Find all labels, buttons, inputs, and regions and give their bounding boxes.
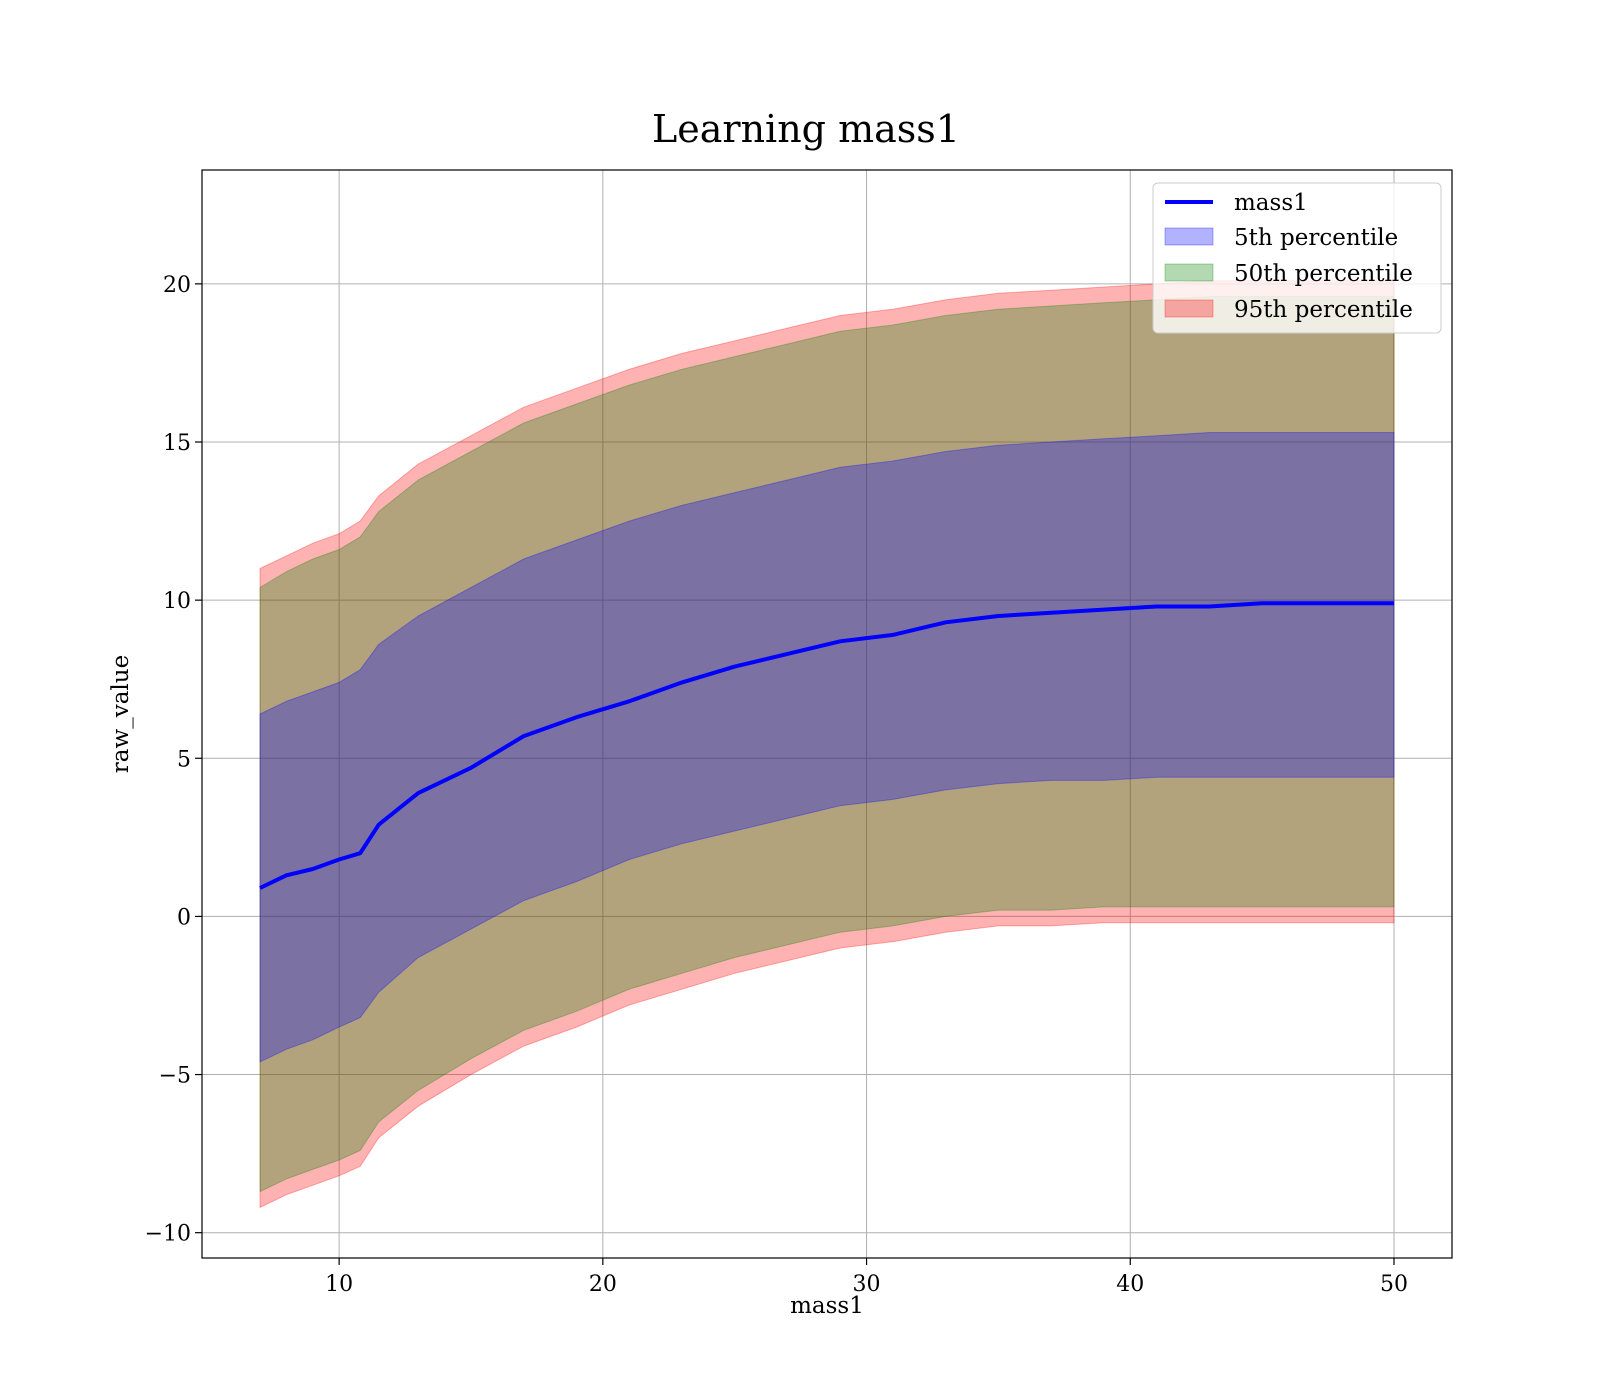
y-tick-label: −5 — [159, 1064, 191, 1089]
legend-swatch-50th — [1164, 263, 1214, 282]
series-lines — [259, 601, 1395, 890]
legend-label-50th: 50th percentile — [1234, 261, 1413, 287]
percentile-bands — [259, 280, 1395, 1209]
y-tick-label: 0 — [177, 905, 191, 930]
grid-lines — [202, 170, 1452, 1258]
x-tick-label: 30 — [853, 1272, 881, 1297]
legend: mass1 5th percentile 50th percentile 95t… — [1152, 182, 1442, 334]
x-tick-label: 40 — [1116, 1272, 1144, 1297]
legend-label-5th: 5th percentile — [1234, 225, 1398, 251]
x-tick-label: 10 — [325, 1272, 353, 1297]
legend-swatch-5th — [1164, 227, 1214, 246]
y-tick-label: 15 — [163, 431, 191, 456]
plot-frame — [201, 169, 1453, 1259]
y-tick-label: 5 — [177, 747, 191, 772]
band-95th-percentile — [259, 280, 1395, 1209]
legend-swatch-95th — [1164, 299, 1214, 318]
legend-box — [1152, 182, 1442, 334]
chart-title: Learning mass1 — [652, 107, 960, 151]
x-axis-ticks: 10 20 30 40 50 — [325, 1258, 1408, 1297]
band-5th-percentile — [259, 432, 1395, 1063]
y-tick-label: −10 — [145, 1222, 191, 1247]
x-tick-label: 20 — [589, 1272, 617, 1297]
y-axis-ticks: −10 −5 0 5 10 15 20 — [145, 273, 202, 1247]
line-mass1 — [259, 601, 1394, 890]
y-axis-label: raw_value — [108, 655, 134, 773]
y-tick-label: 20 — [163, 273, 191, 298]
x-tick-label: 50 — [1380, 1272, 1408, 1297]
x-axis-label: mass1 — [790, 1293, 864, 1319]
y-tick-label: 10 — [163, 589, 191, 614]
band-50th-percentile — [259, 296, 1395, 1193]
legend-label-95th: 95th percentile — [1234, 297, 1413, 323]
legend-label-mass1: mass1 — [1234, 190, 1308, 216]
